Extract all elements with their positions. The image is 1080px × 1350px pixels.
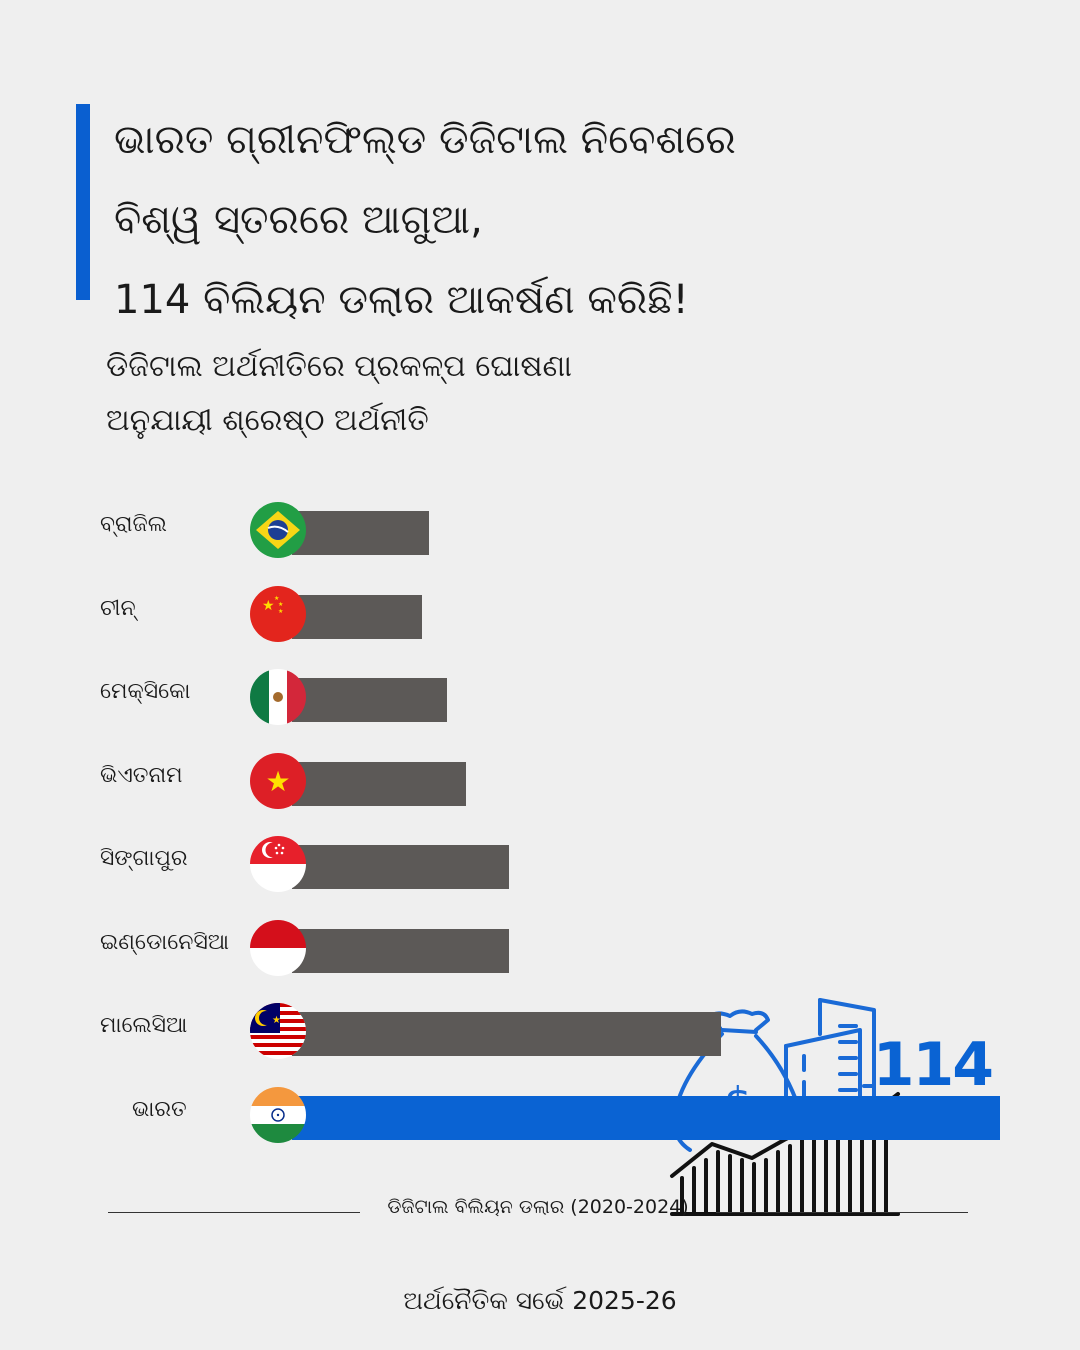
india-value-label: 114 <box>872 1030 994 1100</box>
caption-rule-left <box>108 1212 360 1213</box>
category-label: ସିଙ୍ଗାପୁର <box>100 846 188 871</box>
bar-row: ମେକ୍ସିକୋ <box>0 657 1080 741</box>
bar-row: ଭାରତ <box>0 1075 1080 1159</box>
bar <box>292 845 509 889</box>
bar <box>292 762 466 806</box>
bar <box>292 595 422 639</box>
bar-row: ★ ମାଲେସିଆ <box>0 991 1080 1075</box>
category-label: ମେକ୍ସିକୋ <box>100 679 191 704</box>
svg-text:★: ★ <box>274 595 279 602</box>
vietnam-flag-icon: ★ <box>250 753 306 809</box>
bar <box>292 678 447 722</box>
singapore-flag-icon <box>250 836 306 892</box>
category-label: ଇଣ୍ଡୋନେସିଆ <box>100 930 230 955</box>
bar <box>292 929 509 973</box>
axis-caption: ଡିଜିଟାଲ ବିଲିୟନ ଡଲାର (2020-2024) <box>108 1190 968 1230</box>
bar-chart: $ <box>0 490 1080 1216</box>
bar-row: ★ ଭିଏତନାମ <box>0 741 1080 825</box>
svg-text:★: ★ <box>272 1015 281 1026</box>
category-label: ଭାରତ <box>132 1097 187 1122</box>
headline-line-2: ବିଶ୍ୱ ସ୍ତରରେ ଆଗୁଆ, <box>114 197 483 243</box>
category-label: ଚୀନ୍ <box>100 596 136 621</box>
mexico-flag-icon <box>250 669 306 725</box>
bar <box>292 1096 1000 1140</box>
caption-rule-right <box>716 1212 968 1213</box>
svg-text:★: ★ <box>262 598 275 614</box>
subtitle-line-2: ଅନୁଯାୟୀ ଶ୍ରେଷ୍ଠ ଅର୍ଥନୀତି <box>106 403 429 438</box>
bar-row: ବ୍ରାଜିଲ <box>0 490 1080 574</box>
subtitle-line-1: ଡିଜିଟାଲ ଅର୍ଥନୀତିରେ ପ୍ରକଳ୍ପ ଘୋଷଣା <box>106 349 573 384</box>
bar-row: ★ ★ ★ ★ ଚୀନ୍ <box>0 574 1080 658</box>
brazil-flag-icon <box>250 502 306 558</box>
category-label: ମାଲେସିଆ <box>100 1013 188 1038</box>
x-axis-label: ଡିଜିଟାଲ ବିଲିୟନ ଡଲାର (2020-2024) <box>387 1196 689 1218</box>
malaysia-flag-icon: ★ <box>250 1003 306 1059</box>
headline: ଭାରତ ଗ୍ରୀନଫିଲ୍ଡ ଡିଜିଟାଲ ନିବେଶରେ ବିଶ୍ୱ ସ୍… <box>114 100 1014 340</box>
svg-text:★: ★ <box>278 608 283 615</box>
title-accent-bar <box>76 104 90 300</box>
bar-row: ଇଣ୍ଡୋନେସିଆ <box>0 908 1080 992</box>
chart-subtitle: ଡିଜିଟାଲ ଅର୍ଥନୀତିରେ ପ୍ରକଳ୍ପ ଘୋଷଣା ଅନୁଯାୟୀ… <box>106 340 906 448</box>
category-label: ବ୍ରାଜିଲ <box>100 512 167 537</box>
source-note: ଅର୍ଥନୈତିକ ସର୍ଭେ 2025-26 <box>403 1286 677 1315</box>
svg-text:★: ★ <box>278 601 283 608</box>
bar <box>292 511 429 555</box>
bar <box>292 1012 721 1056</box>
india-flag-icon <box>250 1087 306 1143</box>
china-flag-icon: ★ ★ ★ ★ <box>250 586 306 642</box>
svg-text:★: ★ <box>265 765 290 798</box>
bar-row: ସିଙ୍ଗାପୁର <box>0 824 1080 908</box>
indonesia-flag-icon <box>250 920 306 976</box>
category-label: ଭିଏତନାମ <box>100 763 183 788</box>
headline-line-3: 114 ବିଲିୟନ ଡଲାର ଆକର୍ଷଣ କରିଛି! <box>114 277 689 323</box>
headline-line-1: ଭାରତ ଗ୍ରୀନଫିଲ୍ଡ ଡିଜିଟାଲ ନିବେଶରେ <box>114 117 736 163</box>
